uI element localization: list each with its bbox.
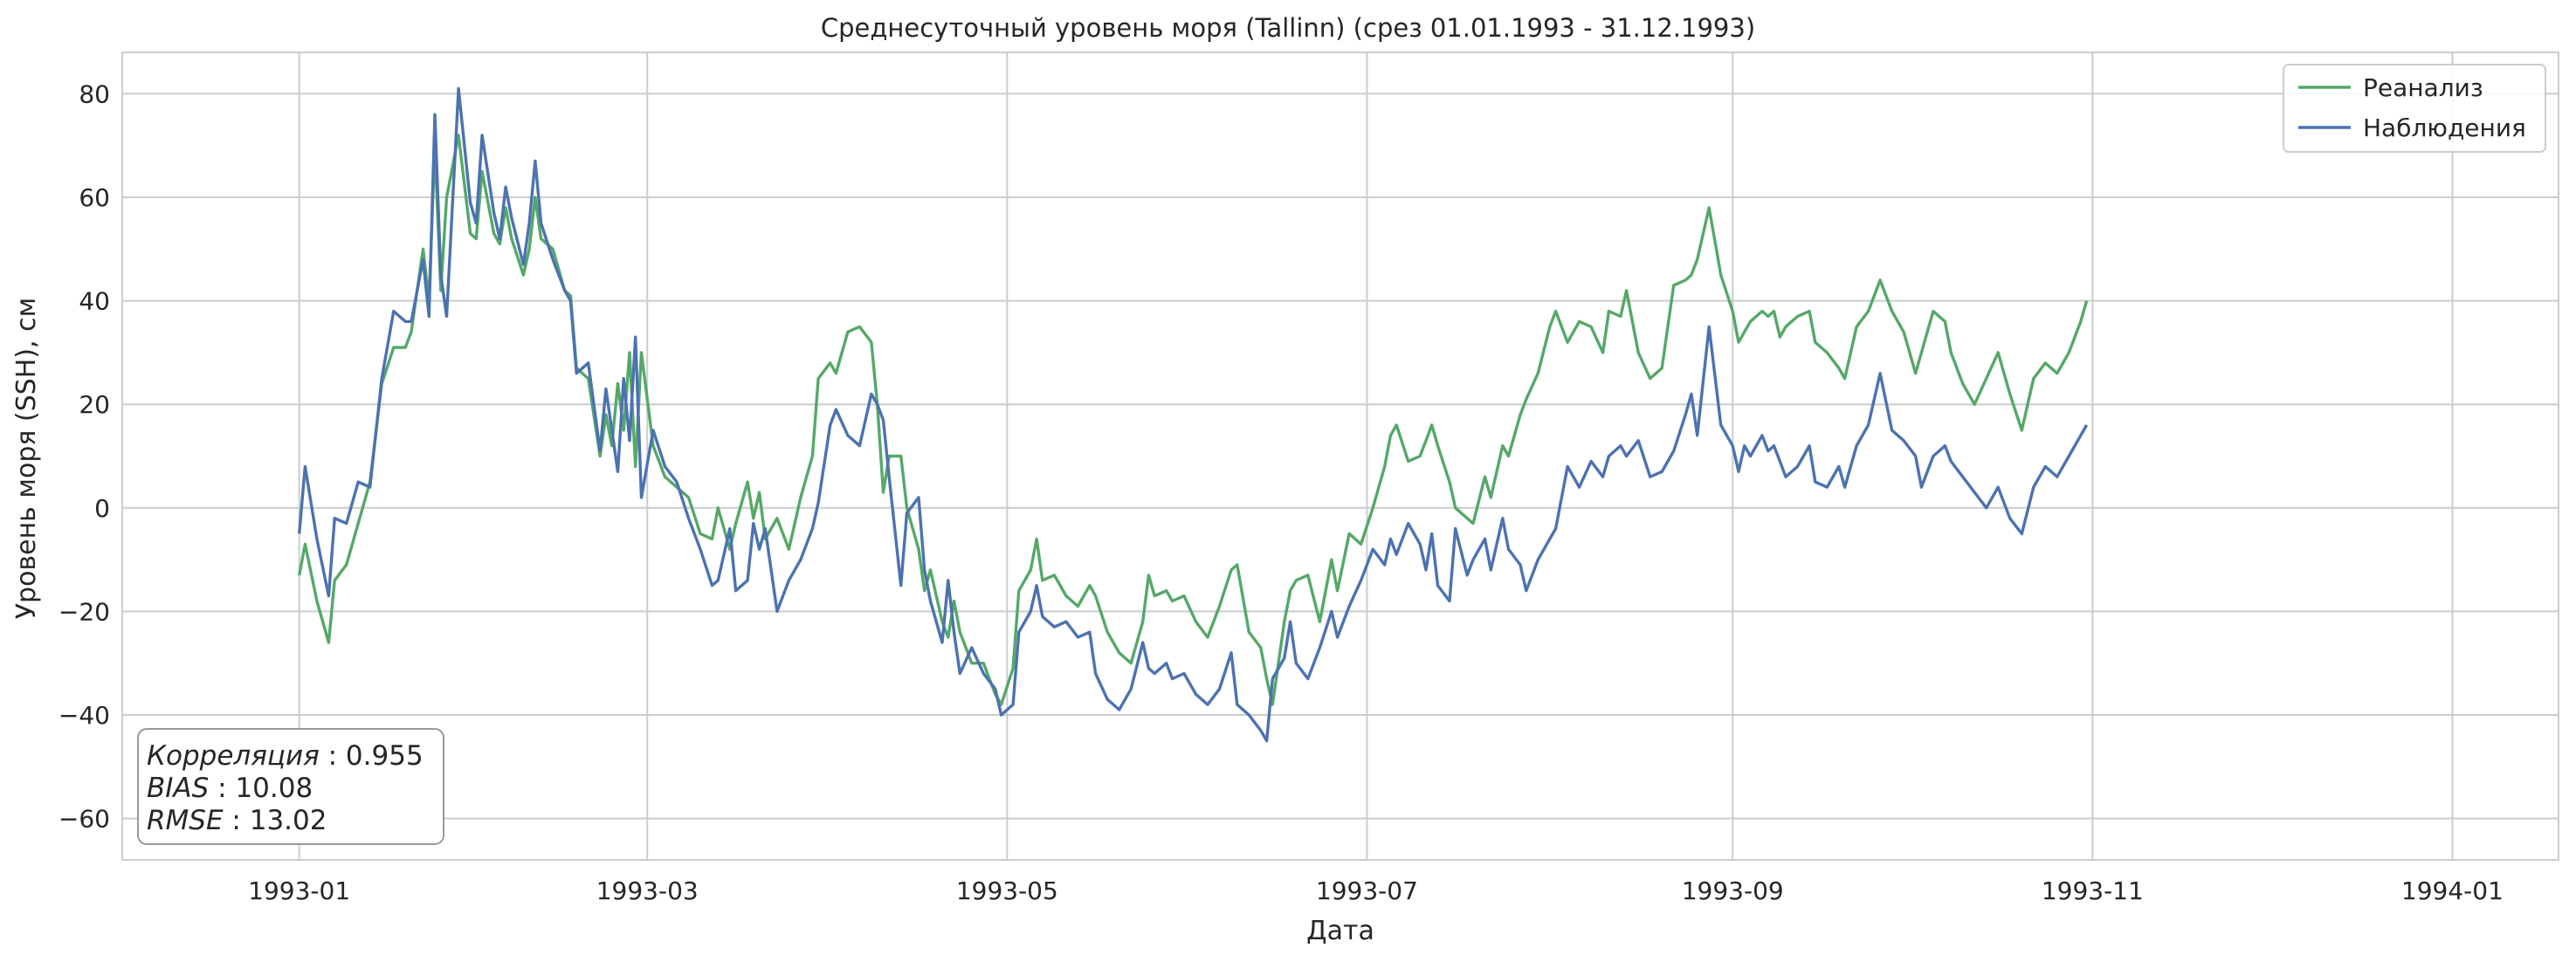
y-tick-label: 80 — [79, 79, 110, 108]
x-axis-ticks: 1993-01 1993-03 1993-05 1993-07 1993-09 1993-… — [248, 876, 2504, 905]
grid — [122, 52, 2559, 860]
y-tick-label: −20 — [59, 597, 110, 626]
series-lines — [298, 86, 2089, 743]
y-axis-ticks: −60 −40 −20 0 20 40 60 80 — [59, 79, 110, 833]
x-tick-label: 1993-09 — [1682, 876, 1784, 905]
stats-line: RMSE : 13.02 — [147, 805, 327, 836]
x-tick-label: 1993-07 — [1316, 876, 1418, 905]
legend: Реанализ Наблюдения — [2283, 64, 2546, 153]
chart-title: Среднесуточный уровень моря (Tallinn) (с… — [821, 13, 1755, 43]
plot-frame — [121, 52, 2559, 861]
stats-line: BIAS : 10.08 — [147, 773, 313, 804]
x-tick-label: 1993-11 — [2042, 876, 2144, 905]
x-tick-label: 1993-01 — [248, 876, 350, 905]
x-tick-label: 1994-01 — [2401, 876, 2504, 905]
x-tick-label: 1993-05 — [956, 876, 1058, 905]
y-tick-label: 0 — [94, 494, 110, 523]
x-axis-label: Дата — [1306, 916, 1374, 946]
series-line-2 — [298, 86, 2089, 743]
x-tick-label: 1993-03 — [596, 876, 699, 905]
legend-label: Реанализ — [2363, 73, 2483, 102]
series-line-1 — [298, 134, 2089, 706]
stats-frame — [137, 728, 444, 845]
y-tick-label: 40 — [79, 287, 110, 316]
stats-line: Корреляция : 0.955 — [147, 740, 424, 772]
y-axis-label: Уровень моря (SSH), см — [11, 298, 42, 620]
y-tick-label: −40 — [59, 701, 110, 730]
y-tick-label: 60 — [79, 183, 110, 212]
y-tick-label: 20 — [79, 390, 110, 419]
legend-label: Наблюдения — [2363, 113, 2526, 142]
y-tick-label: −60 — [59, 805, 110, 834]
